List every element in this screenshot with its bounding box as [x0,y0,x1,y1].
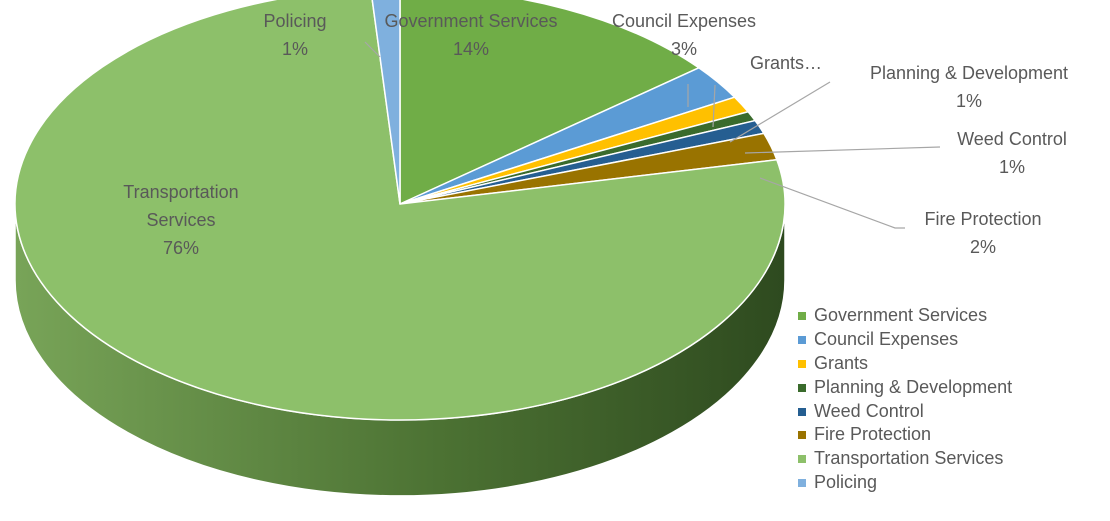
legend-item-council-expenses: Council Expenses [798,328,1012,352]
data-label-text: 1% [282,39,308,59]
legend-swatch [798,311,806,320]
legend-label: Council Expenses [814,328,959,349]
data-label-text: 14% [453,39,489,59]
legend: Government Services Council Expenses Grant… [798,304,1012,495]
legend-label: Grants [814,352,869,373]
legend-item-transportation-services: Transportation Services [798,447,1012,471]
data-label: Transportation Services 76% [123,182,238,258]
data-label-name: Government Services [384,11,557,31]
leader-line [729,81,831,143]
data-label-name: Planning & Development [870,63,1068,83]
legend-swatch [798,383,806,392]
legend-swatch [798,479,806,488]
pie-slice-government-services [399,0,700,205]
pie-slice-policing [371,0,401,205]
data-label: Fire Protection 2% [924,209,1041,257]
legend-item-planning-development: Planning & Development [798,376,1012,400]
data-label-name: Fire Protection [924,209,1041,229]
legend-item-fire-protection: Fire Protection [798,423,1012,447]
data-label: Policing 1% [263,11,326,59]
data-label-name: Grants… [750,53,822,73]
data-label: Government Services 14% [384,11,557,59]
legend-item-policing: Policing [798,471,1012,495]
data-label-name: Council Expenses [612,11,756,31]
legend-swatch [798,359,806,368]
data-label: Council Expenses 3% [612,11,756,59]
legend-label: Government Services [814,305,988,325]
legend-label: Fire Protection [814,424,932,445]
legend-label: Transportation Services [814,448,1004,469]
leader-line [744,146,941,154]
data-label-text: Services [146,210,215,230]
data-label-name: Transportation [123,182,238,202]
legend-swatch [798,407,806,416]
leader-line [759,177,905,229]
legend-swatch [798,335,806,344]
legend-label: Planning & Development [814,376,1013,397]
data-label: Grants… [750,53,822,73]
data-label-name: Weed Control [957,129,1067,149]
legend-item-weed-control: Weed Control [798,400,1012,424]
data-label-text: 76% [163,238,199,258]
legend-label: Policing [814,472,878,493]
data-label-name: Policing [263,11,326,31]
legend-item-grants: Grants [798,352,1012,376]
data-label: Planning & Development 1% [870,63,1068,111]
data-label-text: 1% [999,157,1025,177]
leader-line [364,41,381,58]
leader-line [712,84,716,128]
legend-swatch [798,455,806,464]
data-label: Weed Control 1% [957,129,1067,177]
data-label-text: 3% [671,39,697,59]
pie-slice-transportation-services [14,0,786,421]
data-label-text: 2% [970,237,996,257]
legend-swatch [798,431,806,440]
legend-label: Weed Control [814,400,924,421]
data-label-text: 1% [956,91,982,111]
legend-item-government-services: Government Services [798,304,1012,328]
